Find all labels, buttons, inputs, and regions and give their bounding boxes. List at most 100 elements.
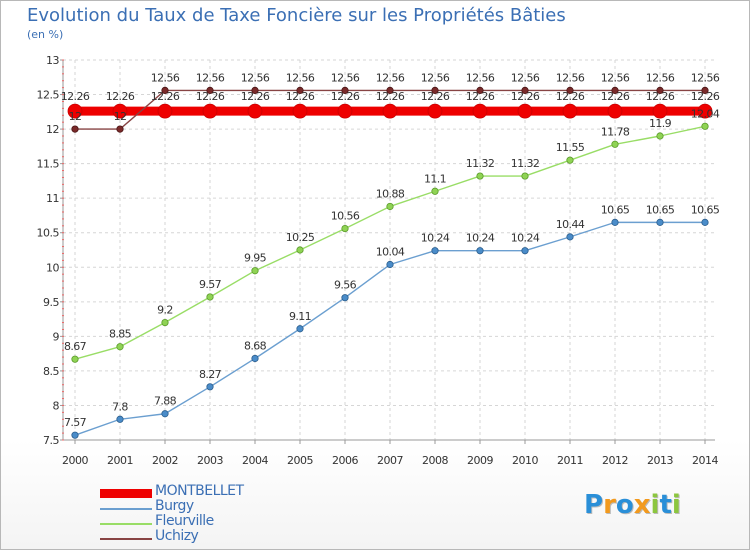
y-axis-unit-label: (en %) xyxy=(27,28,64,41)
legend-label: MONTBELLET xyxy=(155,483,244,499)
x-tick-label: 2000 xyxy=(62,454,88,467)
data-point-fleurville xyxy=(431,187,439,195)
x-tick-label: 2004 xyxy=(242,454,268,467)
y-tick-label: 13 xyxy=(46,54,59,67)
data-label-fleurville: 11.1 xyxy=(424,172,446,185)
data-label-fleurville: 9.2 xyxy=(157,304,173,317)
legend-swatch xyxy=(100,523,152,525)
data-point-fleurville xyxy=(71,355,79,363)
logo-letter: i xyxy=(650,490,660,520)
data-point-uchizy xyxy=(296,86,304,95)
data-point-montbellet xyxy=(292,103,308,119)
data-label-fleurville: 9.95 xyxy=(244,252,267,265)
y-tick-label: 12 xyxy=(46,123,59,136)
data-label-uchizy: 12.56 xyxy=(286,71,315,84)
data-point-montbellet xyxy=(67,103,83,119)
data-label-fleurville: 12.04 xyxy=(691,107,720,120)
data-point-fleurville xyxy=(476,172,484,180)
data-point-montbellet xyxy=(157,103,173,119)
data-label-uchizy: 12.56 xyxy=(511,71,540,84)
data-point-burgy xyxy=(251,354,259,363)
data-point-fleurville xyxy=(386,202,394,211)
data-label-montbellet: 12.26 xyxy=(331,90,360,103)
x-tick-label: 2003 xyxy=(197,454,223,467)
data-label-fleurville: 11.32 xyxy=(511,157,540,170)
y-tick-label: 12.5 xyxy=(37,89,60,102)
x-tick-label: 2002 xyxy=(152,454,178,467)
data-point-burgy xyxy=(161,410,169,418)
data-label-montbellet: 12.26 xyxy=(151,90,180,103)
data-point-montbellet xyxy=(112,103,128,119)
data-point-fleurville xyxy=(656,132,664,140)
data-label-burgy: 8.27 xyxy=(199,368,222,381)
data-label-burgy: 7.88 xyxy=(154,395,177,408)
data-point-montbellet xyxy=(517,103,533,119)
data-label-montbellet: 12.26 xyxy=(106,90,135,103)
logo-letter: P xyxy=(584,490,604,520)
data-label-burgy: 10.44 xyxy=(556,218,585,231)
data-point-fleurville xyxy=(161,318,169,327)
data-point-fleurville xyxy=(341,224,349,233)
y-tick-label: 11.5 xyxy=(37,158,60,171)
data-label-uchizy: 12.56 xyxy=(691,71,720,84)
y-tick-label: 8 xyxy=(53,399,60,412)
x-tick-label: 2008 xyxy=(422,454,448,467)
x-tick-label: 2013 xyxy=(647,454,673,467)
data-point-fleurville xyxy=(206,293,214,301)
data-label-fleurville: 10.88 xyxy=(376,187,405,200)
data-point-montbellet xyxy=(607,103,623,119)
data-label-fleurville: 10.25 xyxy=(286,231,315,244)
data-label-montbellet: 12.26 xyxy=(196,90,225,103)
data-point-montbellet xyxy=(697,103,713,119)
x-tick-label: 2010 xyxy=(512,454,538,467)
logo-letter: o xyxy=(615,490,634,520)
data-point-fleurville xyxy=(116,343,124,351)
y-tick-label: 11 xyxy=(46,192,59,205)
data-label-montbellet: 12.26 xyxy=(691,90,720,103)
data-point-burgy xyxy=(206,383,214,391)
data-point-uchizy xyxy=(341,86,349,95)
data-point-burgy xyxy=(431,247,439,255)
data-point-uchizy xyxy=(701,86,709,95)
data-point-uchizy xyxy=(386,86,394,95)
data-label-burgy: 10.24 xyxy=(421,232,450,245)
chart-title: Evolution du Taux de Taxe Foncière sur l… xyxy=(27,5,566,26)
data-point-uchizy xyxy=(611,86,619,95)
logo-letter: x xyxy=(633,490,651,520)
x-tick-label: 2006 xyxy=(332,454,358,467)
data-point-fleurville xyxy=(521,172,529,180)
data-label-uchizy: 12 xyxy=(69,110,82,123)
data-label-fleurville: 11.32 xyxy=(466,157,495,170)
data-point-burgy xyxy=(71,431,79,439)
data-label-montbellet: 12.26 xyxy=(61,90,90,103)
data-point-burgy xyxy=(116,415,124,423)
y-tick-label: 10.5 xyxy=(37,227,60,240)
data-label-burgy: 10.24 xyxy=(511,232,540,245)
data-label-burgy: 7.57 xyxy=(64,416,87,429)
data-label-uchizy: 12.56 xyxy=(601,71,630,84)
data-label-montbellet: 12.26 xyxy=(376,90,405,103)
y-tick-label: 8.5 xyxy=(43,365,59,378)
data-label-burgy: 10.65 xyxy=(601,203,630,216)
data-label-montbellet: 12.26 xyxy=(286,90,315,103)
y-tick-label: 9 xyxy=(53,330,60,343)
data-point-burgy xyxy=(296,325,304,333)
data-label-uchizy: 12.56 xyxy=(421,71,450,84)
data-label-montbellet: 12.26 xyxy=(646,90,675,103)
data-point-montbellet xyxy=(652,103,668,119)
data-point-uchizy xyxy=(206,86,214,95)
logo-letter: t xyxy=(659,490,672,520)
data-label-fleurville: 8.85 xyxy=(109,328,132,341)
y-tick-label: 10 xyxy=(46,261,59,274)
data-point-montbellet xyxy=(202,103,218,119)
data-label-burgy: 10.04 xyxy=(376,246,405,259)
legend-swatch xyxy=(100,508,152,510)
x-tick-label: 2005 xyxy=(287,454,313,467)
data-point-burgy xyxy=(566,233,574,241)
data-label-burgy: 9.56 xyxy=(334,279,357,292)
data-point-uchizy xyxy=(566,86,574,95)
data-point-burgy xyxy=(611,218,619,226)
data-label-montbellet: 12.26 xyxy=(421,90,450,103)
data-label-burgy: 10.65 xyxy=(646,203,675,216)
